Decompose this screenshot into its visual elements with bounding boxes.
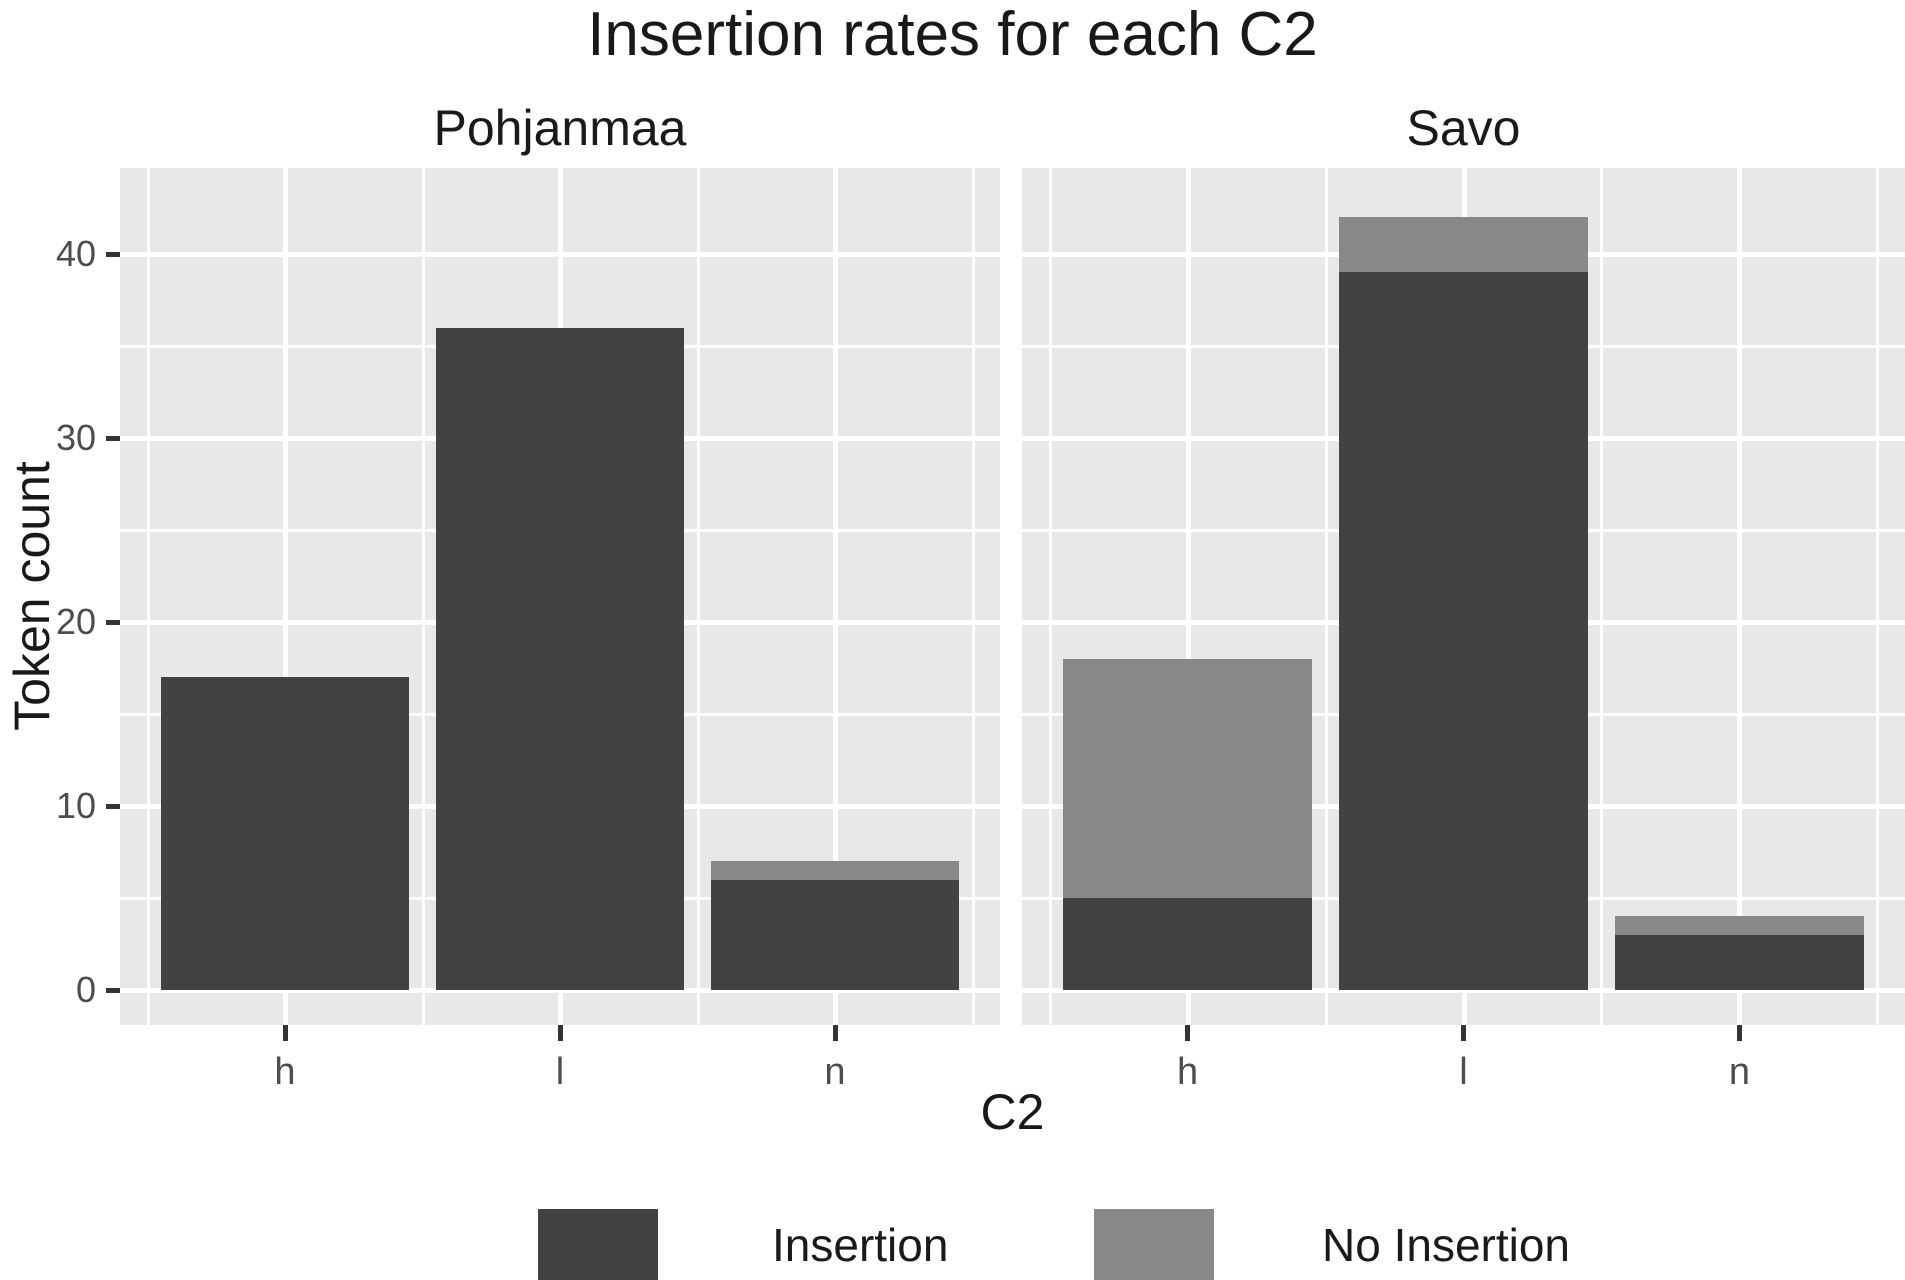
y-axis-title: Token count bbox=[4, 461, 60, 731]
x-tick-label-l: l bbox=[555, 1051, 565, 1093]
legend-key-insertion bbox=[538, 1209, 658, 1280]
gridline-major-x bbox=[1185, 168, 1191, 1025]
panel-savo bbox=[1022, 168, 1905, 1025]
gridline-minor-x bbox=[696, 168, 700, 1025]
x-tick-label-n: n bbox=[824, 1051, 846, 1093]
gridline-minor-x bbox=[1600, 168, 1604, 1025]
y-tick-label-40: 40 bbox=[55, 233, 96, 274]
bar-segment-insertion-n bbox=[711, 879, 959, 990]
y-tick-mark bbox=[106, 803, 120, 809]
y-tick-label-30: 30 bbox=[55, 417, 96, 458]
y-tick-label-10: 10 bbox=[55, 785, 96, 826]
bar-segment-insertion-h bbox=[161, 677, 409, 990]
chart-title: Insertion rates for each C2 bbox=[587, 0, 1318, 69]
y-tick-label-20: 20 bbox=[55, 601, 96, 642]
legend-key-no-insertion bbox=[1094, 1209, 1214, 1280]
gridline-major-x bbox=[1737, 168, 1743, 1025]
bar-segment-insertion-n bbox=[1615, 934, 1864, 990]
y-tick-mark bbox=[106, 251, 120, 257]
y-tick-mark bbox=[106, 435, 120, 441]
gridline-minor-x bbox=[971, 168, 975, 1025]
gridline-minor-x bbox=[1048, 168, 1052, 1025]
gridline-minor-x bbox=[146, 168, 150, 1025]
gridline-major-x bbox=[283, 168, 288, 1025]
gridline-minor-x bbox=[1876, 168, 1880, 1025]
x-tick-label-n: n bbox=[1728, 1051, 1750, 1093]
x-tick-mark bbox=[1185, 1025, 1191, 1041]
x-tick-mark bbox=[832, 1025, 838, 1041]
panel-pohjanmaa bbox=[120, 168, 1000, 1025]
x-tick-mark bbox=[1461, 1025, 1466, 1041]
facet-strip-pohjanmaa: Pohjanmaa bbox=[120, 88, 1000, 168]
bar-segment-no-insertion-l bbox=[1339, 217, 1588, 273]
gridline-minor-x bbox=[1324, 168, 1328, 1025]
y-tick-label-0: 0 bbox=[75, 969, 96, 1010]
x-axis-title: C2 bbox=[980, 1084, 1045, 1140]
bar-segment-insertion-l bbox=[1339, 272, 1588, 990]
x-tick-label-l: l bbox=[1459, 1051, 1468, 1093]
x-tick-mark bbox=[557, 1025, 563, 1041]
gridline-major-x bbox=[833, 168, 838, 1025]
bar-segment-insertion-h bbox=[1063, 898, 1312, 990]
x-tick-mark bbox=[282, 1025, 288, 1041]
gridline-minor-x bbox=[421, 168, 425, 1025]
bar-segment-no-insertion-n bbox=[1615, 916, 1864, 935]
x-tick-label-h: h bbox=[1176, 1051, 1199, 1093]
legend-label-no-insertion: No Insertion bbox=[1322, 1219, 1571, 1271]
facet-strip-savo: Savo bbox=[1022, 88, 1905, 168]
y-tick-mark bbox=[106, 619, 120, 625]
x-tick-label-h: h bbox=[274, 1051, 296, 1093]
y-tick-mark bbox=[106, 987, 120, 993]
bar-segment-no-insertion-n bbox=[711, 861, 959, 880]
facet-strip-label: Savo bbox=[1406, 100, 1521, 156]
x-tick-mark bbox=[1736, 1025, 1742, 1041]
bar-segment-insertion-l bbox=[436, 327, 684, 990]
bar-segment-no-insertion-h bbox=[1063, 658, 1312, 898]
facet-strip-label: Pohjanmaa bbox=[433, 100, 687, 156]
legend-label-insertion: Insertion bbox=[772, 1219, 949, 1271]
